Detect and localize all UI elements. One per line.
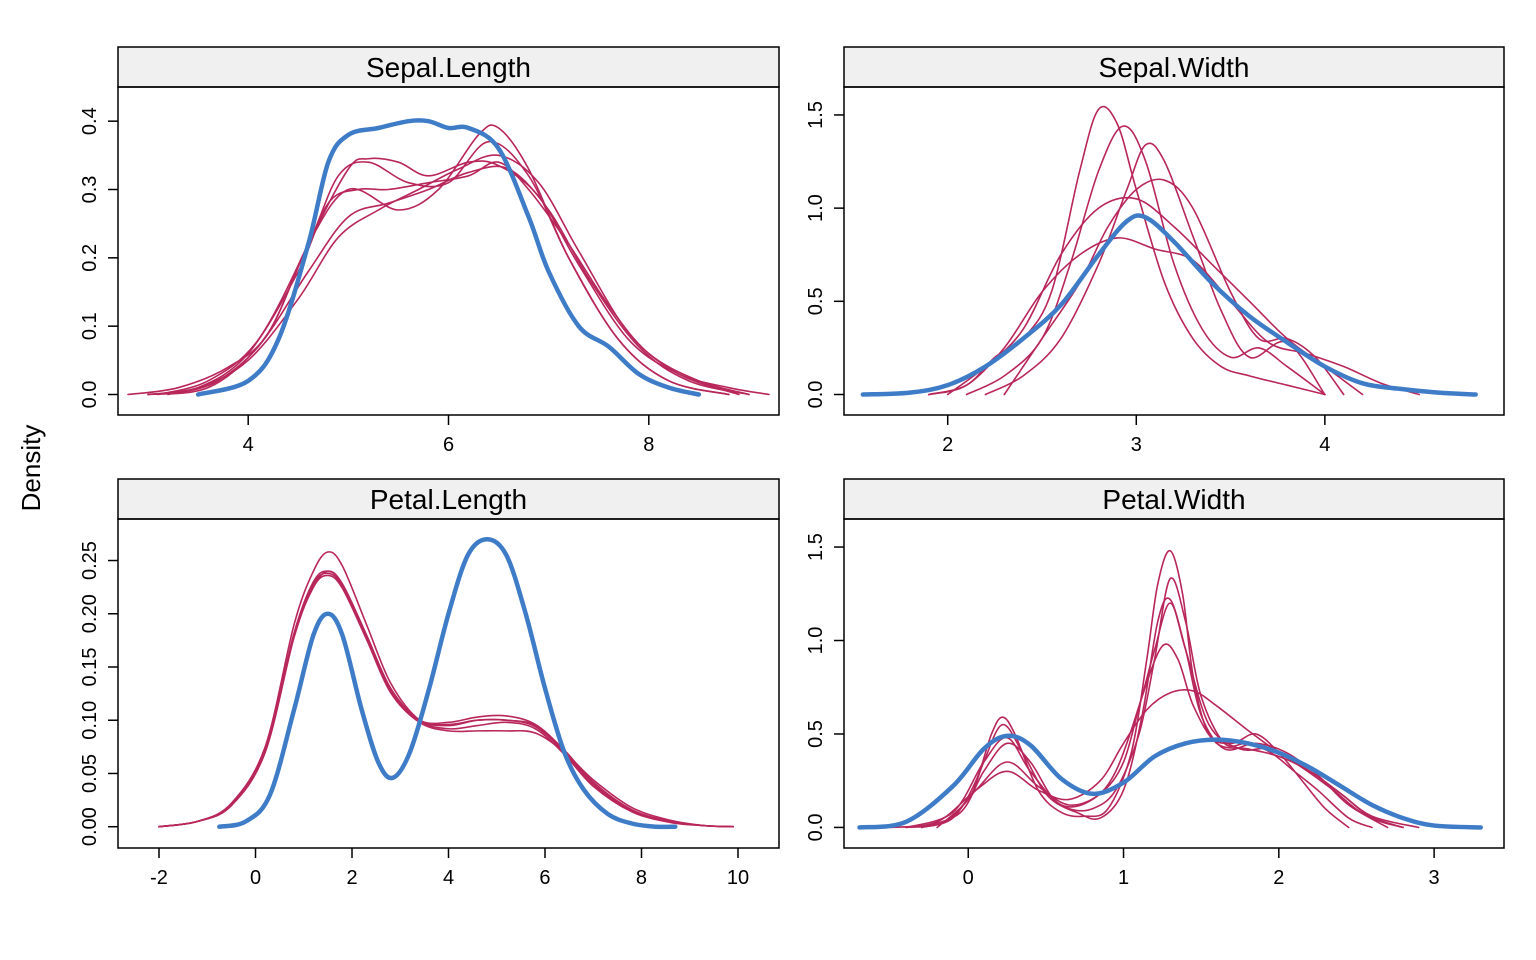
panel-strip [843, 478, 1505, 520]
panel-sepal-width: Sepal.Width 2 3 4 0.0 0.5 1.0 1.5 [805, 46, 1505, 456]
x-tick-label: 4 [243, 434, 254, 456]
imputed-density-line [936, 577, 1373, 829]
x-tick-label: 3 [1429, 867, 1440, 889]
imputed-density-line [920, 549, 1350, 829]
series-group [127, 118, 770, 397]
imputed-density-line [158, 570, 734, 828]
y-tick-label: 0.3 [79, 176, 101, 204]
panel-strip [843, 46, 1505, 88]
x-tick-label: 8 [636, 867, 647, 889]
imputed-density-line [889, 688, 1420, 829]
observed-density-line [217, 536, 678, 830]
x-tick-label: 2 [1273, 867, 1284, 889]
x-tick-label: 2 [346, 867, 357, 889]
x-tick-label: 3 [1131, 434, 1142, 456]
imputed-density-line [147, 165, 750, 396]
x-tick-label: 1 [1118, 867, 1129, 889]
x-tick-label: 2 [942, 434, 953, 456]
x-tick-label: 6 [443, 434, 454, 456]
observed-density-line [195, 118, 702, 397]
imputed-density-line [965, 125, 1326, 396]
plot-frame [117, 518, 780, 849]
observed-density-line [860, 213, 1478, 397]
y-tick-label: 0.0 [79, 381, 101, 409]
plot-frame [843, 86, 1505, 416]
imputed-density-line [984, 142, 1326, 396]
plot-frame [843, 518, 1505, 849]
y-tick-label: 1.0 [805, 194, 827, 222]
x-tick-label: 0 [250, 867, 261, 889]
y-tick-label: 0.15 [79, 648, 101, 687]
series-group [860, 105, 1478, 397]
imputed-density-line [127, 157, 770, 396]
series-group [857, 549, 1483, 830]
imputed-density-line [920, 597, 1389, 829]
imputed-density-line [147, 154, 740, 396]
y-tick-label: 1.5 [805, 101, 827, 129]
imputed-density-line [158, 551, 734, 828]
y-tick-label: 0.1 [79, 312, 101, 340]
y-tick-label: 0.4 [79, 107, 101, 135]
panel-strip [117, 46, 780, 88]
imputed-density-line [928, 237, 1420, 396]
x-tick-label: -2 [150, 867, 168, 889]
x-tick-label: 6 [539, 867, 550, 889]
panel-title: Petal.Width [1102, 484, 1245, 515]
imputed-density-line [147, 161, 750, 396]
x-tick-label: 8 [643, 434, 654, 456]
observed-density-line [857, 733, 1483, 830]
imputed-density-line [946, 196, 1364, 396]
y-tick-label: 0.0 [805, 381, 827, 409]
y-axis-label: Density [16, 425, 46, 512]
x-tick-label: 0 [963, 867, 974, 889]
series-group [158, 536, 734, 830]
y-tick-label: 0.10 [79, 701, 101, 740]
imputed-density-line [158, 574, 734, 828]
y-tick-label: 0.5 [805, 720, 827, 748]
y-tick-label: 0.5 [805, 287, 827, 315]
y-tick-label: 0.05 [79, 754, 101, 793]
y-tick-label: 0.20 [79, 594, 101, 633]
y-tick-label: 0.2 [79, 244, 101, 272]
x-tick-label: 4 [443, 867, 454, 889]
imputed-density-line [1003, 178, 1345, 396]
y-tick-label: 0.00 [79, 807, 101, 846]
panel-title: Petal.Length [370, 484, 527, 515]
plot-frame [117, 86, 780, 416]
panel-petal-length: Petal.Length -2 0 2 4 6 8 10 0.00 0.05 0.10 0.15 0.2… [79, 478, 780, 889]
y-tick-label: 1.0 [805, 627, 827, 655]
panel-strip [117, 478, 780, 520]
x-tick-label: 10 [727, 867, 749, 889]
x-tick-label: 4 [1319, 434, 1330, 456]
imputed-density-line [157, 140, 730, 396]
panel-title: Sepal.Width [1099, 52, 1250, 83]
y-tick-label: 1.5 [805, 533, 827, 561]
y-tick-label: 0.0 [805, 814, 827, 842]
panel-petal-width: Petal.Width 0 1 2 3 0.0 0.5 1.0 1.5 [805, 478, 1505, 889]
panel-sepal-length: Sepal.Length 4 6 8 0.0 0.1 0.2 0.3 0.4 [79, 46, 780, 456]
y-tick-label: 0.25 [79, 541, 101, 580]
panel-title: Sepal.Length [366, 52, 531, 83]
